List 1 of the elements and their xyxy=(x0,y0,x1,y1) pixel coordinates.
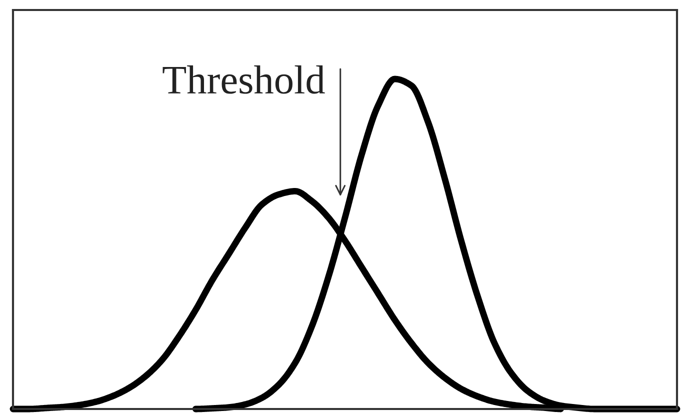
annotation: Threshold xyxy=(162,65,325,94)
